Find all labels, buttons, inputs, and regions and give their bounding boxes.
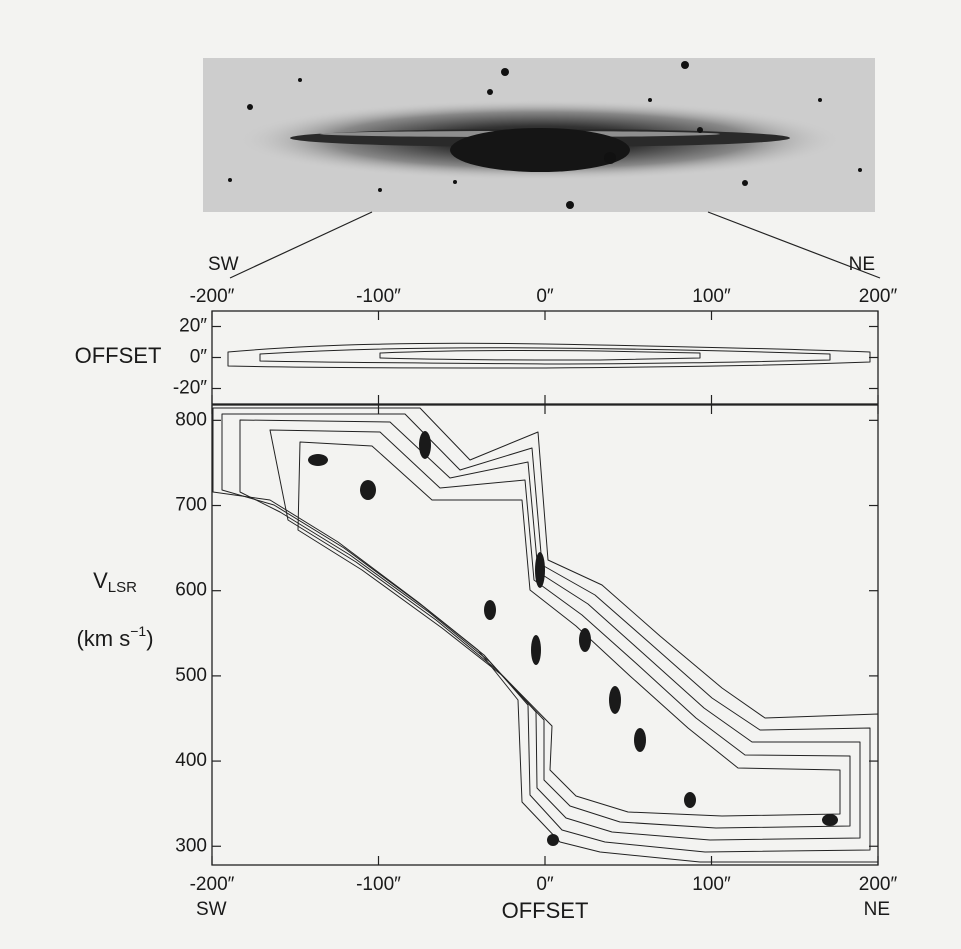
- y-tick-label: -20″: [173, 378, 207, 399]
- y-axis-label-main: V: [93, 568, 108, 593]
- y-axis-label: VLSR: [93, 568, 137, 596]
- x-tick-label: 200″: [859, 874, 898, 895]
- y-axis-units-end: ): [146, 626, 153, 651]
- pv-contours: [212, 407, 879, 863]
- y-tick-label: 800: [175, 409, 207, 430]
- y-tick-label: 500: [175, 665, 207, 686]
- x-tick-label: 200″: [859, 286, 898, 307]
- y-tick-label: 0″: [190, 347, 208, 368]
- y-tick-label: 20″: [179, 316, 207, 337]
- disk-contours: [227, 342, 871, 369]
- x-axis-label: OFFSET: [502, 898, 589, 923]
- direction-label: NE: [864, 899, 890, 920]
- x-tick-label: -200″: [190, 874, 235, 895]
- y-axis-units-sup: −1: [130, 623, 146, 639]
- y-axis-units: (km s−1): [76, 623, 153, 651]
- direction-label: SW: [196, 899, 227, 920]
- zoom-line: [707, 211, 881, 279]
- x-tick-label: -100″: [356, 286, 401, 307]
- y-axis-label-sub: LSR: [108, 579, 137, 596]
- x-tick-label: -100″: [356, 874, 401, 895]
- y-tick-label: 600: [175, 580, 207, 601]
- x-tick-label: 100″: [692, 286, 731, 307]
- x-tick-label: -200″: [190, 286, 235, 307]
- galaxy-image: [203, 58, 875, 212]
- y-tick-label: 400: [175, 750, 207, 771]
- x-tick-label: 0″: [536, 286, 554, 307]
- direction-label: NE: [849, 254, 875, 275]
- y-tick-label: 700: [175, 495, 207, 516]
- x-tick-label: 100″: [692, 874, 731, 895]
- y-tick-label: 300: [175, 835, 207, 856]
- zoom-line: [229, 211, 373, 279]
- direction-label: SW: [208, 254, 239, 275]
- y-axis-units-text: (km s: [76, 626, 130, 651]
- y-axis-label: OFFSET: [75, 343, 162, 368]
- x-tick-label: 0″: [536, 874, 554, 895]
